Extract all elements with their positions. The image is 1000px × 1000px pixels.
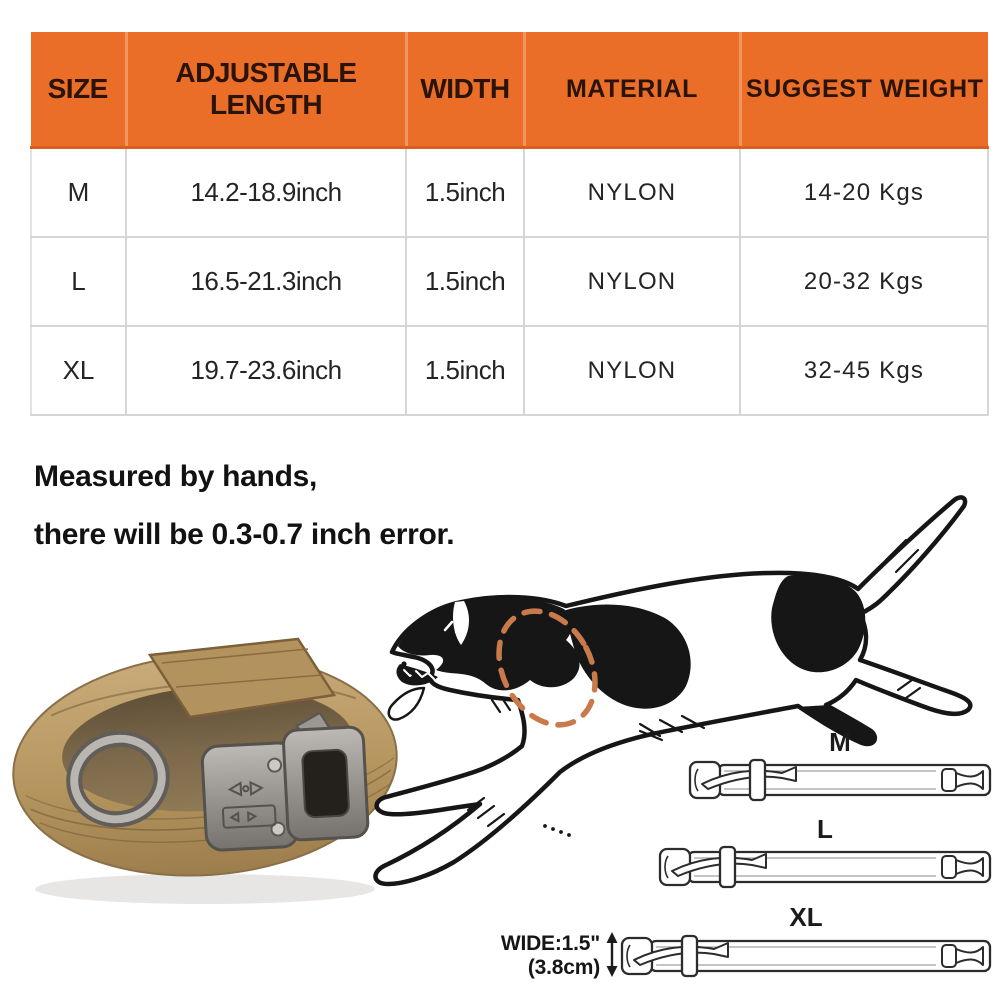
collar-buckle <box>200 711 370 852</box>
size-label-m: M <box>829 727 851 757</box>
collar-shadow <box>35 874 375 904</box>
table-header-row: SIZE ADJUSTABLE LENGTH WIDTH MATERIAL SU… <box>31 32 988 149</box>
spec-table: SIZE ADJUSTABLE LENGTH WIDTH MATERIAL SU… <box>30 32 989 416</box>
collar-m-drawing <box>688 758 992 802</box>
size-label-xl: XL <box>789 902 823 932</box>
table-row-m: M 14.2-18.9inch 1.5inch NYLON 14-20 Kgs <box>30 146 989 238</box>
dog-illustration <box>373 495 973 887</box>
dog-teeth <box>403 669 435 680</box>
cell-width: 1.5inch <box>405 146 525 238</box>
collar-photo <box>12 637 398 904</box>
cell-width: 1.5inch <box>405 325 525 416</box>
cell-length: 14.2-18.9inch <box>125 146 407 238</box>
dog-head-patch <box>398 598 580 691</box>
dog-eye-marks <box>443 620 465 634</box>
collar-xl-drawing <box>620 934 992 978</box>
size-diagram <box>606 758 992 978</box>
cell-size: M <box>30 146 127 238</box>
dog-hip-patch <box>771 574 866 673</box>
buckle-engraving <box>221 780 277 829</box>
dog-tongue <box>387 686 426 721</box>
column-header-size: SIZE <box>31 32 126 149</box>
table-row-xl: XL 19.7-23.6inch 1.5inch NYLON 32-45 Kgs <box>30 325 989 416</box>
width-annotation: WIDE:1.5"(3.8cm) <box>500 932 600 979</box>
cell-material: NYLON <box>523 146 741 238</box>
table-row-l: L 16.5-21.3inch 1.5inch NYLON 20-32 Kgs <box>30 236 989 327</box>
cell-material: NYLON <box>523 236 741 327</box>
cell-width: 1.5inch <box>405 236 525 327</box>
dog-hatching <box>466 538 922 828</box>
cell-weight: 32-45 Kgs <box>739 325 989 416</box>
cell-size: XL <box>30 325 127 416</box>
size-label-l: L <box>817 814 833 844</box>
collar-handle <box>147 637 337 719</box>
dog-blaze <box>453 601 470 645</box>
dog-far-leg-patch <box>799 705 875 744</box>
measurement-note: Measured by hands, there will be 0.3-0.7… <box>34 460 455 551</box>
cell-weight: 14-20 Kgs <box>739 146 989 238</box>
column-header-width: WIDTH <box>404 32 524 149</box>
measurement-note-line1: Measured by hands, <box>34 460 318 493</box>
column-header-adjustable-length: ADJUSTABLE LENGTH <box>124 32 406 149</box>
dog-mouth <box>396 664 438 686</box>
cell-weight: 20-32 Kgs <box>739 236 989 327</box>
collar-d-ring <box>66 730 170 828</box>
cell-length: 16.5-21.3inch <box>125 236 407 327</box>
column-header-material: MATERIAL <box>522 32 740 149</box>
column-header-suggest-weight: SUGGEST WEIGHT <box>738 32 988 149</box>
dashed-neck-circle <box>496 608 598 728</box>
cell-size: L <box>30 236 127 327</box>
measurement-note-line2: there will be 0.3-0.7 inch error. <box>34 518 455 551</box>
width-arrow-icon <box>606 932 618 977</box>
cell-length: 19.7-23.6inch <box>125 325 407 416</box>
collar-l-drawing <box>658 845 992 889</box>
cell-material: NYLON <box>523 325 741 416</box>
dog-dust-dots <box>543 824 571 837</box>
